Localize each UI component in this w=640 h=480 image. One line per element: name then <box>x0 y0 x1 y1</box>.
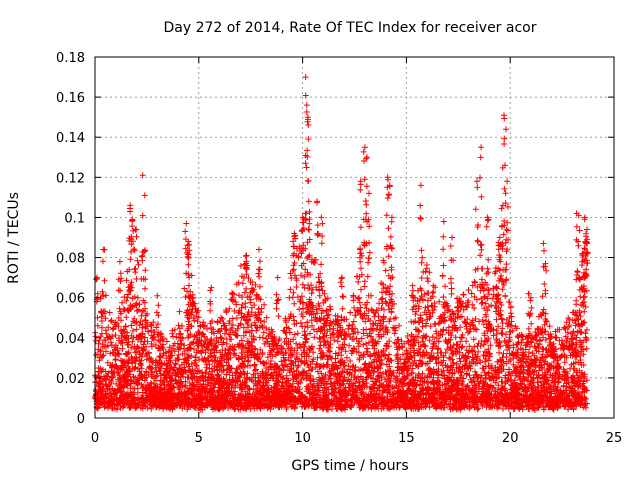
y-tick-label: 0.08 <box>56 252 85 267</box>
x-axis-title: GPS time / hours <box>291 458 408 474</box>
x-tick-label: 20 <box>502 431 519 446</box>
y-tick-label: 0.16 <box>56 91 85 106</box>
axis-ticks <box>94 56 615 419</box>
y-tick-labels: 0 0.02 0.04 0.06 0.08 0.1 0.12 0.14 0.16 0.18 <box>56 51 85 427</box>
y-tick-label: 0.06 <box>56 292 85 307</box>
x-tick-label: 10 <box>294 431 311 446</box>
data-points <box>92 74 591 413</box>
scatter-points <box>92 74 591 413</box>
x-tick-labels: 0 5 10 15 20 25 <box>91 431 622 446</box>
x-tick-label: 5 <box>195 431 203 446</box>
y-axis-title: ROTI / TECUs <box>6 192 22 284</box>
y-tick-label: 0.14 <box>56 131 85 146</box>
y-tick-label: 0.04 <box>56 332 85 347</box>
x-tick-label: 25 <box>606 431 623 446</box>
y-tick-label: 0.18 <box>56 51 85 66</box>
x-tick-label: 0 <box>91 431 99 446</box>
y-tick-label: 0.02 <box>56 372 85 387</box>
y-tick-label: 0.12 <box>56 171 85 186</box>
y-tick-label: 0 <box>77 412 85 427</box>
grid-lines <box>95 57 614 418</box>
chart-title: Day 272 of 2014, Rate Of TEC Index for r… <box>164 20 537 36</box>
y-tick-label: 0.1 <box>64 211 85 226</box>
plot-frame <box>94 56 615 419</box>
x-tick-label: 15 <box>398 431 415 446</box>
